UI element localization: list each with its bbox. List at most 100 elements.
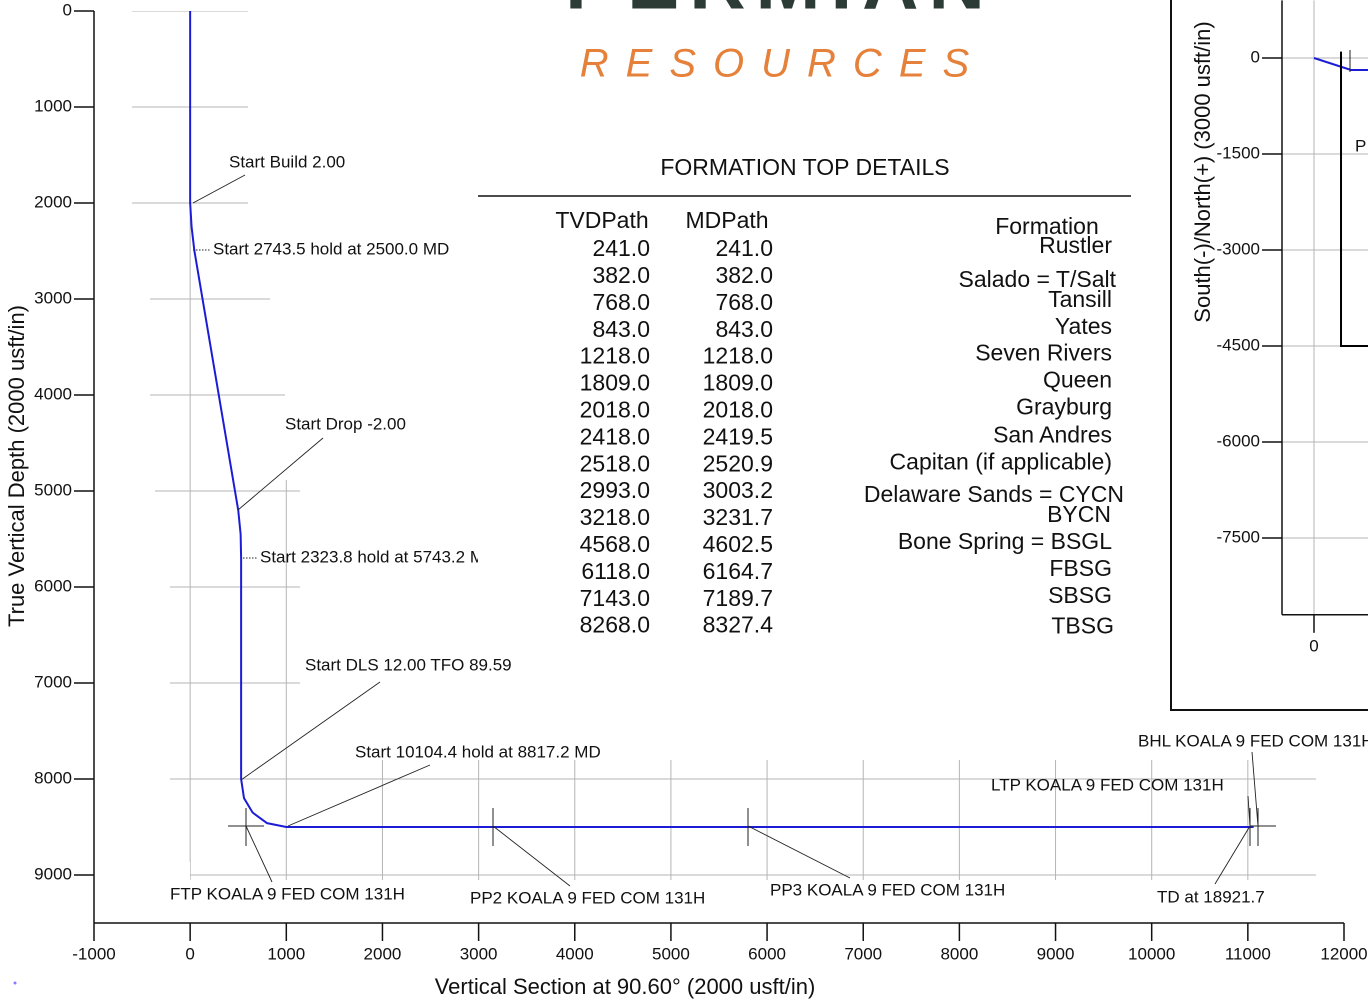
- formation-cell: Grayburg: [1016, 393, 1112, 419]
- table-title: FORMATION TOP DETAILS: [660, 154, 949, 180]
- md-cell: 382.0: [715, 262, 773, 288]
- y-tick-label: 0: [63, 0, 72, 19]
- tvd-cell: 2993.0: [580, 477, 650, 503]
- annotation: BHL KOALA 9 FED COM 131H: [1138, 731, 1368, 750]
- x-tick-label: 3000: [460, 944, 498, 963]
- md-cell: 2520.9: [703, 450, 773, 476]
- y-tick-label: 6000: [34, 576, 72, 595]
- x-tick-label: 4000: [556, 944, 594, 963]
- formation-cell: Delaware Sands = CYCN: [864, 481, 1124, 507]
- leader-line: [492, 825, 571, 887]
- formation-cell: Rustler: [1039, 232, 1112, 258]
- inset-frame: [1170, 0, 1368, 711]
- table-header: Formation: [995, 213, 1099, 239]
- md-cell: 241.0: [715, 235, 773, 261]
- md-cell: 1218.0: [703, 343, 773, 369]
- md-cell: 4602.5: [703, 531, 773, 557]
- x-axis-label: Vertical Section at 90.60° (2000 usft/in…: [435, 974, 816, 999]
- annotation: TD at 18921.7: [1157, 887, 1265, 906]
- tvd-cell: 4568.0: [580, 531, 650, 557]
- leader-line: [240, 681, 381, 781]
- md-cell: 2419.5: [703, 423, 773, 449]
- tvd-cell: 2018.0: [580, 396, 650, 422]
- y-tick-label: 5000: [34, 480, 72, 499]
- dot: [13, 981, 17, 985]
- x-tick-label: 10000: [1128, 944, 1175, 963]
- table-header: MDPath: [685, 207, 768, 233]
- tvd-cell: 6118.0: [581, 558, 650, 584]
- y-tick-label: -6000: [1217, 431, 1260, 450]
- tvd-cell: 843.0: [592, 316, 650, 342]
- x-tick-label: 0: [1309, 636, 1318, 655]
- x-tick-label: 1000: [267, 944, 305, 963]
- tvd-cell: 3218.0: [580, 504, 650, 530]
- formation-cell: Seven Rivers: [975, 340, 1112, 366]
- annotation: Start DLS 12.00 TFO 89.59: [305, 655, 512, 674]
- table-header: TVDPath: [555, 207, 648, 233]
- md-cell: 768.0: [715, 289, 773, 315]
- tvd-cell: 382.0: [592, 262, 650, 288]
- leader-line: [192, 174, 246, 204]
- formation-cell: SBSG: [1048, 582, 1112, 608]
- formation-cell: San Andres: [993, 421, 1112, 447]
- inset: 0 -1500 -3000 -4500 -6000 -7500 0 P: [1217, 0, 1368, 655]
- tvd-cell: 1809.0: [580, 370, 650, 396]
- annotation: LTP KOALA 9 FED COM 131H: [991, 775, 1224, 794]
- y-tick-label: -4500: [1217, 335, 1260, 354]
- x-tick-label: 2000: [364, 944, 402, 963]
- leader-line: [1214, 825, 1251, 885]
- tvd-cell: 2418.0: [580, 423, 650, 449]
- md-cell: 3003.2: [703, 477, 773, 503]
- formation-cell: Yates: [1055, 313, 1112, 339]
- tvd-cell: 2518.0: [580, 450, 650, 476]
- well-path: [189, 11, 1254, 828]
- formation-cell: TBSG: [1051, 613, 1114, 639]
- annotation: Start 2743.5 hold at 2500.0 MD: [213, 239, 449, 258]
- md-cell: 8327.4: [703, 612, 774, 638]
- annotation: Start Build 2.00: [229, 152, 345, 171]
- leader-line: [245, 825, 273, 883]
- annotation: FTP KOALA 9 FED COM 131H: [170, 884, 405, 903]
- leader-line: [747, 825, 851, 879]
- y-axis-label: True Vertical Depth (2000 usft/in): [4, 305, 29, 627]
- md-cell: 7189.7: [703, 585, 773, 611]
- well-path: [1313, 57, 1368, 71]
- annotation: Start Drop -2.00: [285, 414, 406, 433]
- formation-cell: Salado = T/Salt: [959, 266, 1117, 292]
- md-cell: 1809.0: [703, 370, 773, 396]
- x-tick-label: 0: [185, 944, 194, 963]
- x-tick-label: 7000: [844, 944, 882, 963]
- y-tick-label: 2000: [34, 192, 72, 211]
- md-cell: 3231.7: [703, 504, 773, 530]
- y-tick-label: 9000: [34, 864, 72, 883]
- y-tick-label: 3000: [34, 288, 72, 307]
- leader-line: [287, 764, 431, 827]
- y-tick-label: -3000: [1217, 239, 1260, 258]
- logo-tagline: RESOURCES: [580, 42, 986, 86]
- leader-line: [237, 437, 324, 511]
- y-tick-label: 8000: [34, 768, 72, 787]
- x-tick-label: -1000: [72, 944, 115, 963]
- well-path: [1340, 51, 1368, 347]
- tvd-cell: 8268.0: [580, 612, 650, 638]
- tvd-cell: 241.0: [592, 235, 650, 261]
- md-cell: 843.0: [715, 316, 773, 342]
- y-axis-label: South(-)/North(+) (3000 usft/in): [1190, 21, 1215, 322]
- x-tick-label: 12000: [1320, 944, 1367, 963]
- x-tick-label: 9000: [1037, 944, 1075, 963]
- x-tick-label: 5000: [652, 944, 690, 963]
- annotation: PP3 KOALA 9 FED COM 131H: [770, 880, 1005, 899]
- tvd-cell: 7143.0: [580, 585, 650, 611]
- formation-cell: Bone Spring = BSGL: [898, 528, 1112, 554]
- x-tick-label: 6000: [748, 944, 786, 963]
- x-tick-label: 11000: [1225, 944, 1271, 963]
- y-tick-label: 7000: [34, 672, 72, 691]
- formation-cell: FBSG: [1049, 555, 1112, 581]
- md-cell: 2018.0: [703, 396, 773, 422]
- y-tick-label: -1500: [1217, 143, 1260, 162]
- y-tick-label: 0: [1251, 47, 1260, 66]
- leader-line: [1251, 751, 1259, 827]
- annotation: Start 2323.8 hold at 5743.2 MD: [260, 547, 496, 566]
